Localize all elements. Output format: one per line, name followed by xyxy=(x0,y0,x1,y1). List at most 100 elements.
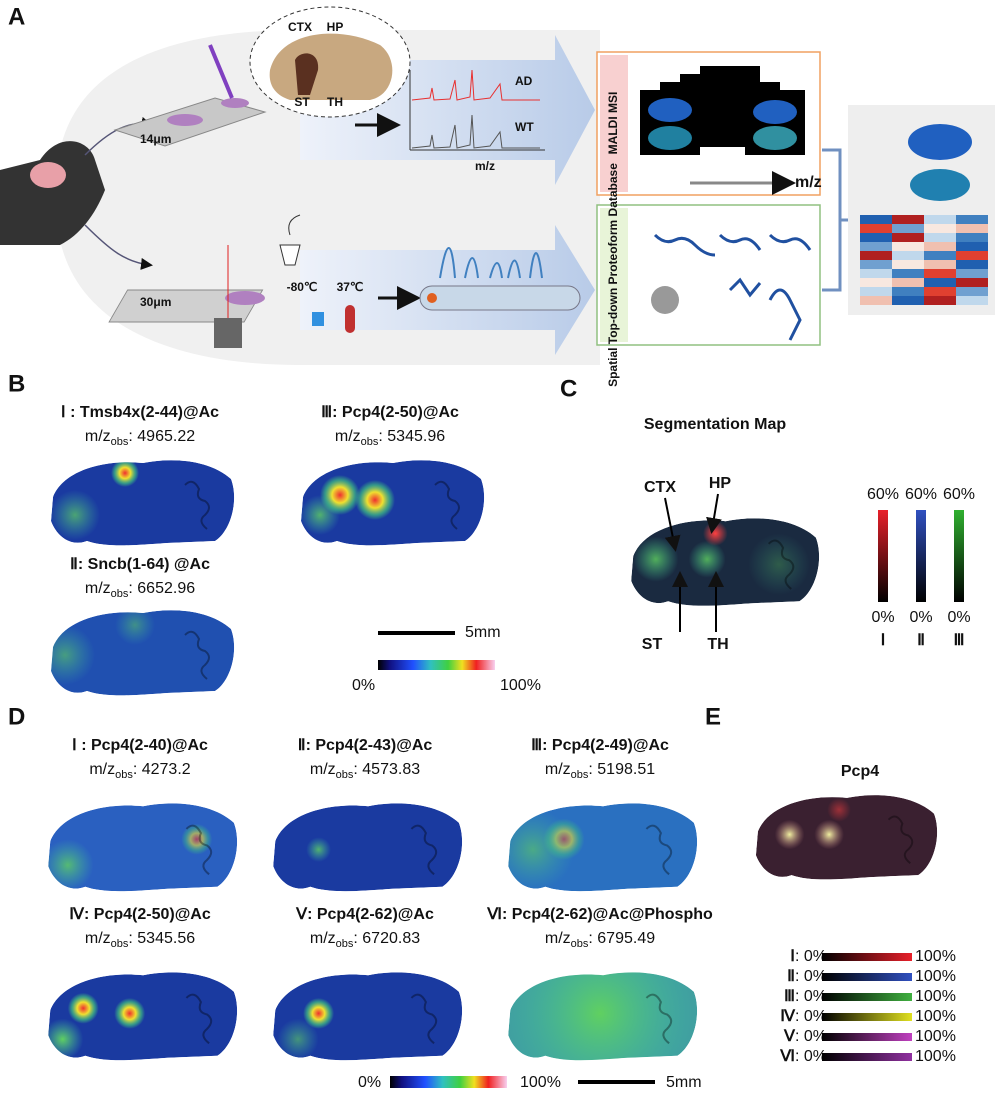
mz-label: m/zobs: 6652.96 xyxy=(85,580,195,600)
mz-label: m/zobs: 5345.96 xyxy=(335,428,445,448)
tube xyxy=(288,214,301,236)
mz: m/z xyxy=(310,761,336,778)
label: Ⅳ: Pcp4(2-50)@Ac xyxy=(69,906,211,923)
label: 100% xyxy=(500,677,541,694)
folds xyxy=(410,824,438,876)
mz-sub: obs xyxy=(111,938,129,950)
label: Ⅰ xyxy=(881,632,886,649)
label: -80℃ xyxy=(287,280,318,294)
mz: m/z xyxy=(85,930,111,947)
mz-label: m/zobs: 4965.22 xyxy=(85,428,195,448)
label: ST xyxy=(294,95,310,109)
image-content xyxy=(51,610,235,696)
mouse xyxy=(0,141,105,245)
mz-value: : 6795.49 xyxy=(588,930,655,947)
spectrum-wt xyxy=(411,114,540,149)
database-box xyxy=(596,204,821,346)
label: CTX xyxy=(288,20,312,34)
heatmap-cell xyxy=(924,260,956,269)
hotspot xyxy=(115,610,155,645)
protein-structure xyxy=(651,286,679,314)
tube xyxy=(279,244,301,266)
label: 30μm xyxy=(140,295,171,309)
hotspot xyxy=(111,460,139,487)
hotspot xyxy=(508,808,575,891)
heatmap-cell xyxy=(892,215,924,224)
maldi-label-bg xyxy=(600,55,628,192)
heatmap-cell xyxy=(860,215,892,224)
heatmap-cell xyxy=(860,296,892,305)
label: m/z xyxy=(475,159,495,173)
heatmap-cell xyxy=(892,287,924,296)
label: : 0% xyxy=(795,948,827,965)
image-content xyxy=(48,803,238,892)
label: m/z xyxy=(795,174,822,191)
tissue xyxy=(167,114,203,126)
ion-image xyxy=(301,460,485,546)
heatmap-cell xyxy=(860,278,892,287)
heatmap-cell xyxy=(892,269,924,278)
mz-value: : 5345.56 xyxy=(128,930,195,947)
mz-value: : 4965.22 xyxy=(128,428,195,445)
label: Ⅲ: Pcp4(2-50)@Ac xyxy=(321,404,459,421)
label: Ⅰ : Pcp4(2-40)@Ac xyxy=(72,737,208,754)
label: 0% xyxy=(871,609,894,626)
hotspot xyxy=(48,839,94,891)
label: 60% xyxy=(867,486,899,503)
hotspot xyxy=(51,490,100,540)
colorbar xyxy=(916,510,926,602)
label: 60% xyxy=(943,486,975,503)
heatmap-cell xyxy=(860,233,892,242)
ion-image xyxy=(273,972,463,1061)
heatmap-cell xyxy=(892,233,924,242)
column-sample xyxy=(427,293,437,303)
label: 5mm xyxy=(465,624,501,641)
label: Ⅴ xyxy=(783,1028,796,1045)
msi-stack xyxy=(640,66,805,155)
heatmap-cell xyxy=(956,224,988,233)
hotspot xyxy=(827,797,851,822)
hotspot xyxy=(633,536,679,582)
heatmap-cell xyxy=(924,224,956,233)
label: 100% xyxy=(915,968,956,985)
colorbar xyxy=(878,510,888,602)
colorbar xyxy=(954,510,964,602)
folds xyxy=(185,993,213,1045)
image-content xyxy=(508,803,698,892)
colorbar xyxy=(822,953,912,961)
image-content xyxy=(301,460,485,546)
label: 100% xyxy=(915,948,956,965)
brain-region xyxy=(295,53,319,95)
folds xyxy=(434,480,460,530)
label: 14μm xyxy=(140,132,171,146)
folds xyxy=(185,824,213,876)
label: 100% xyxy=(520,1074,561,1091)
protein-structures xyxy=(653,233,812,341)
slide xyxy=(108,289,264,323)
laser xyxy=(208,44,234,99)
folds xyxy=(184,480,210,530)
label: TH xyxy=(707,636,728,653)
heatmap-cell xyxy=(924,233,956,242)
label: MALDI MSI xyxy=(606,92,620,155)
folds xyxy=(410,993,438,1045)
ion-image xyxy=(273,803,463,892)
label: Ⅱ xyxy=(787,968,795,985)
pointer xyxy=(706,493,722,534)
hotspot xyxy=(181,823,213,855)
heatmap-cell xyxy=(924,242,956,251)
heatmap-cell xyxy=(892,260,924,269)
hotspot xyxy=(306,837,331,862)
label: Ⅰ : Tmsb4x(2-44)@Ac xyxy=(61,404,219,421)
label: A xyxy=(8,3,25,30)
heatmap-cell xyxy=(924,269,956,278)
mz-sub: obs xyxy=(336,769,354,781)
hotspot xyxy=(703,521,728,546)
thermometer-icon xyxy=(345,305,355,333)
colorbar xyxy=(822,973,912,981)
spectrum-axis xyxy=(409,70,545,151)
spectrum-ad xyxy=(411,69,540,101)
mz: m/z xyxy=(85,428,111,445)
folds xyxy=(767,539,795,590)
